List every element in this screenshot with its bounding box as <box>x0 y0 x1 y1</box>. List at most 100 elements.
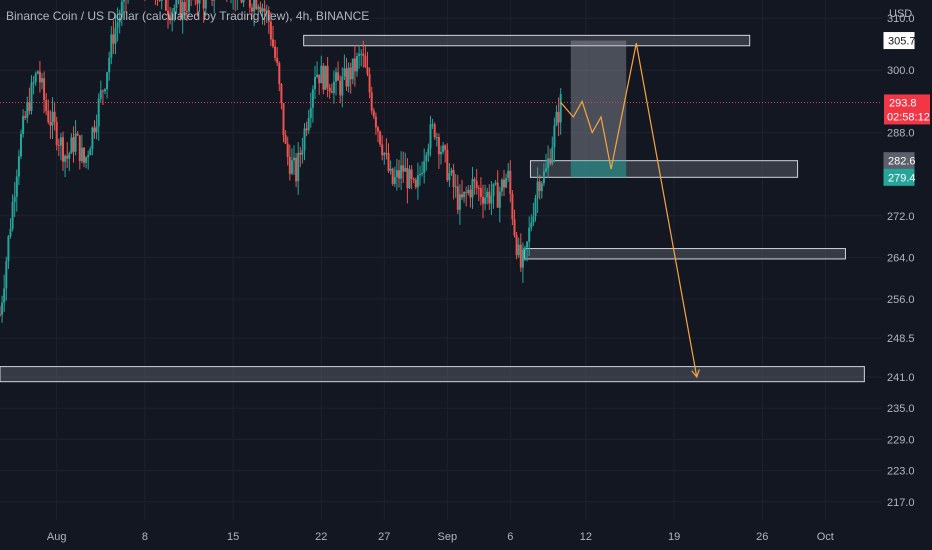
candle-body <box>408 169 411 189</box>
price-axis[interactable]: USD 310.0 300.0 288.0 272.0 264.0 256.0 248.5 2… <box>887 8 915 509</box>
candle-body <box>540 183 543 192</box>
support-resistance-zones[interactable] <box>0 34 865 383</box>
candle-body <box>309 107 312 118</box>
candle-body <box>3 288 6 303</box>
candle-body <box>383 153 386 156</box>
candle-body <box>494 182 497 184</box>
candle-body <box>257 6 260 9</box>
candle-body <box>183 1 186 12</box>
candle-body <box>469 189 472 198</box>
candle-body <box>328 87 331 92</box>
y-tick-label: 310.0 <box>887 13 915 25</box>
candle-body <box>534 197 537 217</box>
candle-body <box>440 151 442 155</box>
candle-body <box>450 170 453 174</box>
candle-body <box>30 82 33 111</box>
y-tick-label: 235.0 <box>887 403 915 415</box>
candle-body <box>368 74 371 93</box>
price-tag-box <box>883 32 915 50</box>
candle-body <box>351 58 354 80</box>
candle-body <box>465 191 468 193</box>
candle-body <box>360 53 363 55</box>
candle-body <box>511 193 514 220</box>
y-tick-label: 241.0 <box>887 372 915 384</box>
candle-body <box>347 67 350 87</box>
candle-body <box>461 194 463 198</box>
candle-body <box>303 128 306 151</box>
candle-body <box>370 92 373 111</box>
candle-body <box>339 80 342 96</box>
candle-body <box>38 71 41 83</box>
candle-body <box>372 110 375 117</box>
candle-body <box>545 168 547 172</box>
y-tick-label: 288.0 <box>887 128 915 140</box>
candle-body <box>173 8 176 12</box>
candle-body <box>305 128 308 131</box>
candle-body <box>34 73 37 83</box>
candle-body <box>104 89 106 92</box>
candle-body <box>412 178 415 180</box>
candle-body <box>414 179 417 188</box>
candle-body <box>488 191 491 204</box>
candle-body <box>160 0 163 1</box>
candle-body <box>196 0 199 4</box>
candle-body <box>185 11 188 13</box>
candle-body <box>473 179 476 182</box>
candle-body <box>66 155 69 159</box>
candle-body <box>398 170 400 179</box>
candle-body <box>482 196 484 204</box>
candle-body <box>385 153 388 155</box>
candle-body <box>24 116 27 118</box>
candle-body <box>106 72 109 90</box>
projection-path-group <box>560 43 700 379</box>
current-price-tag <box>884 94 930 125</box>
candle-body <box>452 170 455 187</box>
candle-body <box>74 133 77 152</box>
projection-box-group <box>570 40 627 178</box>
candle-body <box>22 116 25 134</box>
candle-body <box>513 219 516 236</box>
candle-body <box>68 153 71 159</box>
projection-path <box>560 43 698 378</box>
candle-body <box>112 34 115 44</box>
candle-body <box>293 157 295 161</box>
candle-body <box>492 183 495 196</box>
candle-body <box>32 82 35 84</box>
candle-body <box>76 133 79 136</box>
candle-body <box>374 116 377 128</box>
candle-body <box>332 81 335 93</box>
candle-body <box>122 0 125 2</box>
candle-body <box>62 137 64 162</box>
candle-body <box>13 196 16 202</box>
candle-body <box>526 241 529 248</box>
candle-body <box>179 0 182 19</box>
candle-body <box>498 191 501 208</box>
candle-body <box>70 137 73 154</box>
candle-body <box>49 122 52 126</box>
candle-body <box>458 194 461 210</box>
candle-body <box>59 137 62 146</box>
price-tag-label: 305.7 <box>888 36 916 48</box>
candle-body <box>240 0 243 3</box>
time-axis[interactable]: Aug 8 15 22 27 Sep 6 12 19 26 Oct <box>47 531 834 543</box>
candle-body <box>379 131 382 145</box>
candle-body <box>521 249 524 268</box>
candle-body <box>528 227 531 242</box>
candle-body <box>553 125 556 148</box>
y-tick-label: 217.0 <box>887 497 915 509</box>
candle-body <box>475 181 478 188</box>
candle-body <box>64 155 67 162</box>
candle-body <box>7 236 10 262</box>
candlestick-series <box>0 0 562 323</box>
x-tick-label: 26 <box>756 531 768 543</box>
candle-body <box>377 127 379 132</box>
candle-body <box>343 68 346 77</box>
candle-body <box>486 191 489 198</box>
candle-body <box>559 94 562 123</box>
candle-body <box>181 1 184 19</box>
candle-body <box>484 197 487 204</box>
candle-body <box>477 187 480 189</box>
price-tag-label: 279.4 <box>888 172 916 184</box>
candle-body <box>80 147 83 162</box>
